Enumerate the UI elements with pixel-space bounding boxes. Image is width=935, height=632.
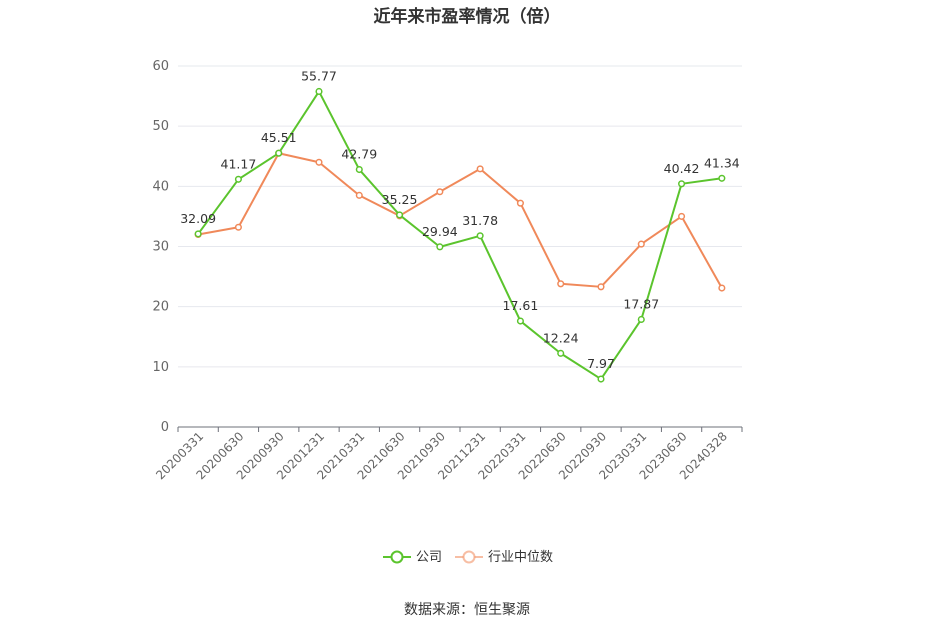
data-point[interactable] [678,212,686,220]
data-point[interactable] [275,149,283,157]
data-point[interactable] [396,211,404,219]
x-axis: 2020033120200630202009302020123120210331… [153,426,743,482]
data-point[interactable] [597,283,605,291]
data-point[interactable] [557,349,565,357]
data-point[interactable] [637,315,645,324]
data-point[interactable] [355,165,363,174]
series-lines [194,87,726,383]
y-tick-label: 60 [152,59,169,74]
data-label: 31.78 [462,213,498,228]
data-label: 32.09 [180,211,216,226]
chart-title: 近年来市盈率情况（倍） [374,6,561,27]
data-label: 7.97 [587,356,615,371]
data-label: 12.24 [543,330,579,345]
data-label: 45.51 [261,130,297,145]
data-label: 55.77 [301,68,337,83]
series-line [197,152,723,289]
series-company [194,87,726,383]
legend-label-industry-median: 行业中位数 [488,550,553,565]
legend-marker-industry-median [462,550,476,564]
y-axis: 0 10 20 30 40 50 60 [152,59,169,435]
legend-label-company: 公司 [416,550,442,565]
data-point[interactable] [597,375,605,383]
data-point[interactable] [194,230,202,238]
series-industry-median [194,149,726,292]
data-point[interactable] [436,243,444,251]
data-point[interactable] [476,165,484,173]
data-point[interactable] [718,284,726,292]
data-point[interactable] [315,158,323,166]
y-tick-label: 40 [152,179,169,194]
series-line [197,90,722,381]
data-point[interactable] [355,191,363,199]
y-tick-label: 0 [161,420,169,435]
data-point[interactable] [516,317,524,325]
data-point[interactable] [718,174,726,182]
data-point[interactable] [678,180,686,188]
data-label: 40.42 [664,161,700,176]
y-tick-label: 30 [152,240,169,255]
data-point[interactable] [476,232,484,240]
data-point[interactable] [557,280,565,288]
gridlines [178,65,742,368]
data-point[interactable] [234,223,242,231]
data-label: 41.34 [704,155,740,170]
data-point[interactable] [234,175,242,183]
legend-item-company[interactable]: 公司 [383,550,442,565]
data-label: 17.87 [623,296,659,311]
data-label: 29.94 [422,224,458,239]
data-point[interactable] [436,188,444,196]
y-tick-label: 50 [152,119,169,134]
data-point[interactable] [516,199,524,207]
legend: 公司 行业中位数 [383,550,553,565]
data-label: 35.25 [382,192,418,207]
data-point[interactable] [637,240,645,248]
data-labels: 32.09 41.17 45.51 55.77 42.79 35.25 29.94 31.78… [180,68,740,371]
y-tick-label: 20 [152,300,169,315]
data-source-note: 数据来源：恒生聚源 [404,602,530,618]
legend-item-industry-median[interactable]: 行业中位数 [455,550,553,565]
data-label: 17.61 [503,298,539,313]
data-point[interactable] [315,87,323,96]
legend-marker-company [390,550,404,564]
data-label: 41.17 [221,156,257,171]
y-tick-label: 10 [152,360,169,375]
data-label: 42.79 [341,147,377,162]
